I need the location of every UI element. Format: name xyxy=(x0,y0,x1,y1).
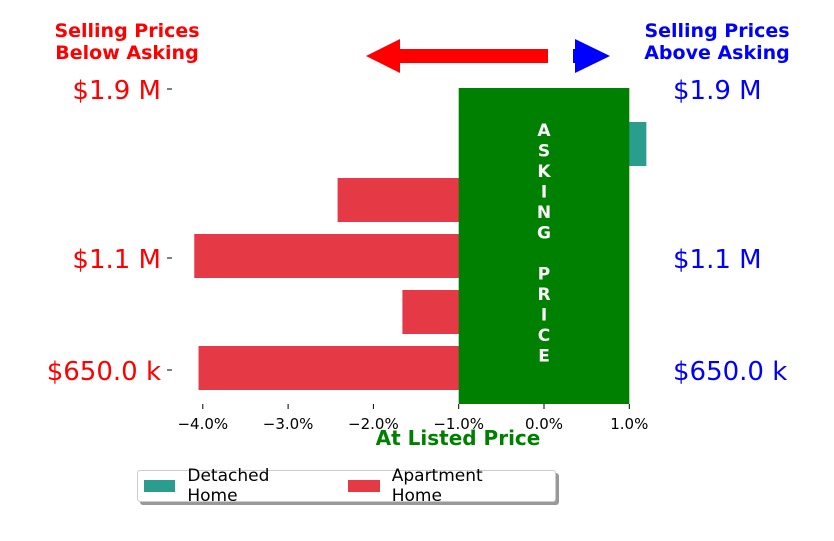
x-tick-label-0: −4.0% xyxy=(177,415,228,433)
x-tick-label-2: −2.0% xyxy=(348,415,399,433)
legend-item-apartment: Apartment Home xyxy=(348,466,527,506)
asking-price-letter-4: N xyxy=(537,203,551,223)
asking-price-letter-5: G xyxy=(537,224,551,244)
x-axis-label: At Listed Price xyxy=(375,426,541,450)
y-tick-label-left-1: $1.1 M xyxy=(72,245,161,275)
right-arrow-icon xyxy=(575,39,610,73)
y-tick-label-right-0: $1.9 M xyxy=(673,76,762,106)
asking-price-letter-7: P xyxy=(538,265,550,285)
above-asking-title-line2: Above Asking xyxy=(644,42,790,64)
y-tick-label-left-0: $1.9 M xyxy=(72,76,161,106)
legend-item-detached: Detached Home xyxy=(144,466,314,506)
left-arrow-icon xyxy=(366,39,400,73)
below-asking-title-line2: Below Asking xyxy=(55,42,199,64)
legend-swatch-detached xyxy=(144,480,176,492)
legend-label-detached: Detached Home xyxy=(187,466,270,506)
asking-price-letter-9: I xyxy=(541,306,547,326)
y-tick-label-left-2: $650.0 k xyxy=(47,357,161,387)
x-tick-label-3: −1.0% xyxy=(433,415,484,433)
legend: Detached Home Apartment Home xyxy=(137,466,556,506)
x-tick-label-1: −3.0% xyxy=(263,415,314,433)
below-asking-title: Selling Prices Below Asking xyxy=(27,20,227,64)
y-tick-label-right-1: $1.1 M xyxy=(673,245,762,275)
asking-price-band xyxy=(458,88,630,404)
below-asking-title-line1: Selling Prices xyxy=(54,20,200,42)
above-asking-title: Selling Prices Above Asking xyxy=(617,20,817,64)
legend-swatch-apartment xyxy=(348,480,380,492)
asking-price-letter-3: I xyxy=(541,183,547,203)
y-tick-label-right-2: $650.0 k xyxy=(673,357,787,387)
x-tick-label-4: 0.0% xyxy=(525,415,563,433)
asking-price-letter-11: E xyxy=(538,347,550,367)
above-asking-title-line1: Selling Prices xyxy=(644,20,790,42)
asking-price-letter-8: R xyxy=(537,285,550,305)
asking-price-letter-0: A xyxy=(537,121,551,141)
left-arrow-shaft xyxy=(398,49,548,63)
asking-price-letter-1: S xyxy=(538,142,550,162)
asking-price-letter-10: C xyxy=(538,326,550,346)
asking-price-letter-2: K xyxy=(537,162,551,182)
x-tick-label-5: 1.0% xyxy=(610,415,648,433)
legend-label-apartment: Apartment Home xyxy=(391,466,483,506)
